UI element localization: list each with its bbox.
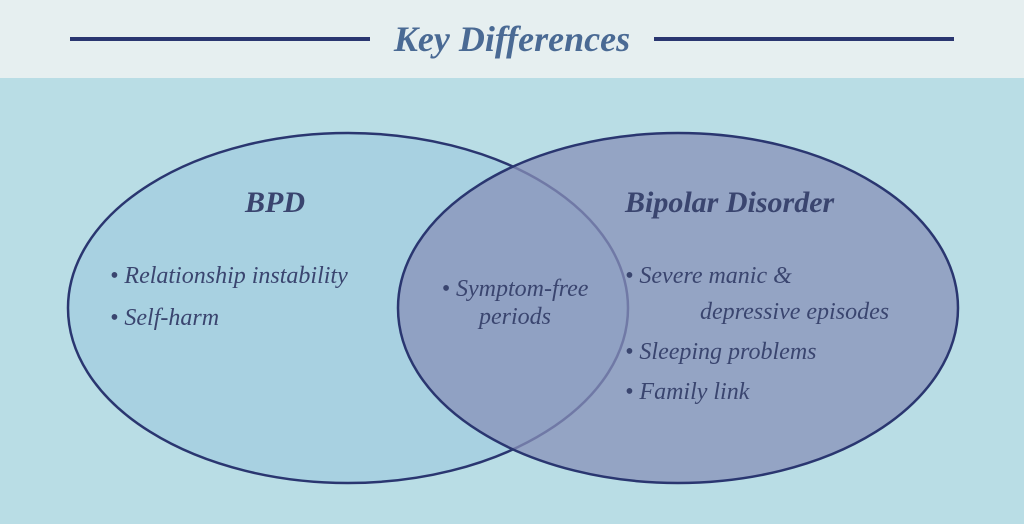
header-band: Key Differences <box>0 0 1024 78</box>
venn-diagram-area: BPD Bipolar Disorder • Relationship inst… <box>0 78 1024 524</box>
page-title: Key Differences <box>370 18 654 60</box>
overlap-item-1: • Symptom-freeperiods <box>415 276 615 331</box>
left-item-2: • Self-harm <box>110 300 219 336</box>
right-item-1b: depressive episodes <box>700 294 889 330</box>
right-item-1: • Severe manic & <box>625 258 792 294</box>
header-line-right <box>654 37 954 41</box>
left-item-1: • Relationship instability <box>110 258 348 294</box>
right-circle-title: Bipolar Disorder <box>625 186 834 220</box>
left-circle-title: BPD <box>245 186 305 220</box>
header-line-left <box>70 37 370 41</box>
right-item-3: • Family link <box>625 374 749 410</box>
right-item-2: • Sleeping problems <box>625 334 817 370</box>
